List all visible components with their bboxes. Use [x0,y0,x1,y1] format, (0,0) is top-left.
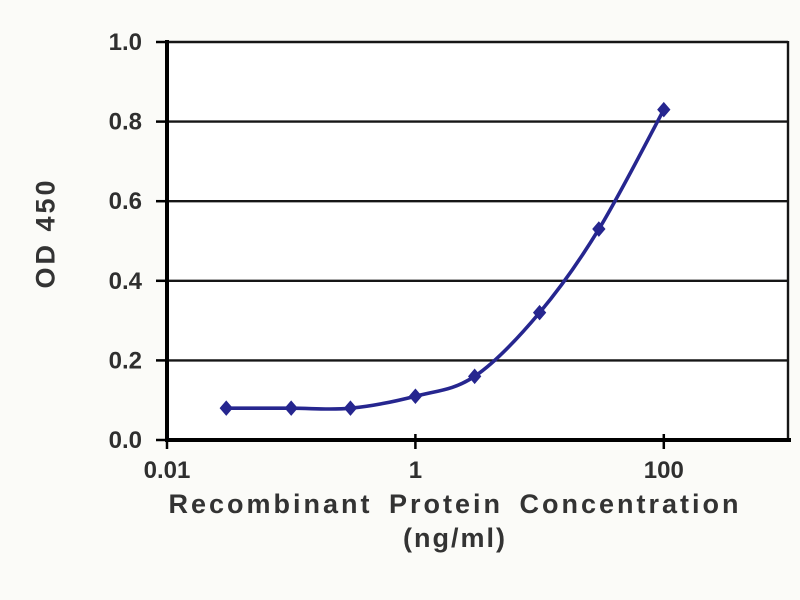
data-point-marker [408,388,423,404]
y-tick-label: 0.2 [109,347,142,374]
x-axis-title-line1: Recombinant Protein Concentration [168,489,742,519]
data-point-marker [592,221,606,237]
x-tick-label: 100 [644,457,684,484]
y-tick-label: 0.4 [109,268,143,295]
y-tick-label: 0.8 [109,109,142,136]
y-tick-label: 0.6 [109,188,142,215]
y-tick-label: 0.0 [109,427,142,454]
data-point-marker [467,368,482,385]
x-tick-label: 0.01 [144,457,191,484]
data-point-marker [657,101,671,118]
y-axis-title: OD 450 [30,177,61,289]
data-point-marker [219,400,233,416]
data-point-marker [343,400,358,416]
data-point-marker [284,400,298,416]
data-point-marker [532,304,547,321]
y-tick-label: 1.0 [109,29,142,56]
x-tick-label: 1 [409,457,422,484]
x-axis-title-line2: (ng/ml) [403,523,507,553]
